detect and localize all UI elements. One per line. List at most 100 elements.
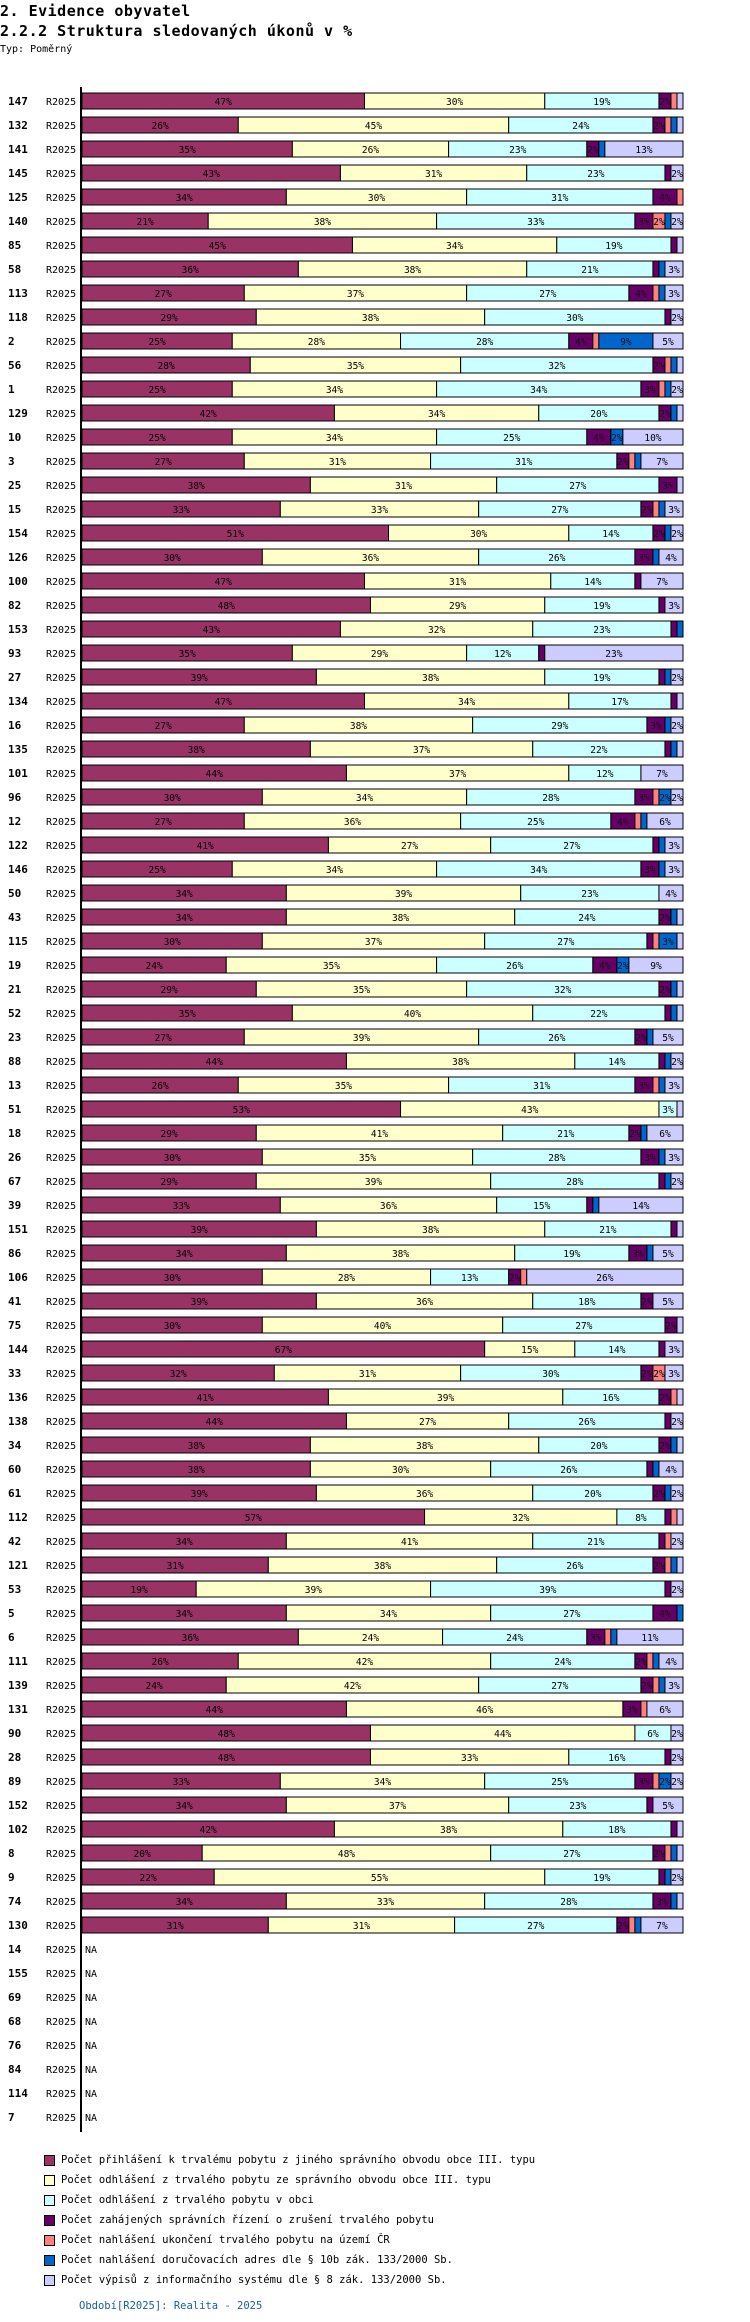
bar-data-label: 9% bbox=[650, 961, 662, 972]
bar-segment bbox=[664, 1052, 672, 1070]
bar-data-label: 6% bbox=[659, 817, 671, 828]
bar-segment bbox=[598, 1196, 684, 1214]
bar-segment bbox=[664, 1172, 672, 1190]
bar-data-label: 35% bbox=[353, 985, 370, 996]
bar-segment bbox=[670, 212, 684, 230]
bar-segment bbox=[664, 524, 672, 542]
bar-data-label: 34% bbox=[176, 1897, 193, 1908]
row-period-label: R2025 bbox=[46, 649, 76, 660]
row-period-label: R2025 bbox=[46, 889, 76, 900]
bar-data-label: 38% bbox=[188, 1465, 205, 1476]
bar-data-label: 23% bbox=[605, 649, 622, 660]
row-period-label: R2025 bbox=[46, 1105, 76, 1116]
bar-segment bbox=[664, 860, 684, 878]
bar-segment bbox=[664, 1748, 672, 1766]
row-id-label: 82 bbox=[8, 599, 21, 612]
row-period-label: R2025 bbox=[46, 1513, 76, 1524]
bar-data-label: 34% bbox=[326, 385, 343, 396]
bar-data-label: 31% bbox=[353, 1921, 370, 1932]
bar-data-label: 25% bbox=[149, 337, 166, 348]
bar-data-label: 29% bbox=[371, 649, 388, 660]
bar-data-label: 29% bbox=[161, 985, 178, 996]
bar-data-label: 28% bbox=[476, 337, 493, 348]
bar-data-label: 33% bbox=[173, 505, 190, 516]
bar-data-label: 34% bbox=[530, 385, 547, 396]
bar-data-label: 24% bbox=[506, 1633, 523, 1644]
bar-data-label: 27% bbox=[563, 841, 580, 852]
bar-data-label: 35% bbox=[179, 649, 196, 660]
bar-data-label: 26% bbox=[548, 553, 565, 564]
bar-data-label: 3% bbox=[668, 1369, 680, 1380]
chart-type-label: Typ: Poměrný bbox=[0, 44, 73, 55]
bar-data-label: 42% bbox=[200, 1825, 217, 1836]
bar-data-label: 47% bbox=[215, 697, 232, 708]
bar-segment bbox=[670, 164, 684, 182]
bar-data-label: 40% bbox=[374, 1321, 391, 1332]
bar-data-label: 38% bbox=[314, 217, 331, 228]
bar-segment bbox=[676, 1604, 684, 1622]
row-id-label: 129 bbox=[8, 407, 28, 420]
bar-data-label: 3% bbox=[644, 385, 656, 396]
bar-data-label: 27% bbox=[155, 1033, 172, 1044]
bar-data-label: 38% bbox=[188, 745, 205, 756]
row-period-label: R2025 bbox=[46, 265, 76, 276]
bar-data-label: 2% bbox=[641, 1369, 653, 1380]
bar-segment bbox=[646, 1460, 654, 1478]
row-id-label: 6 bbox=[8, 1631, 15, 1644]
bar-data-label: 22% bbox=[140, 1873, 157, 1884]
na-label: NA bbox=[85, 1993, 97, 2004]
bar-data-label: 2% bbox=[611, 433, 623, 444]
bar-segment bbox=[652, 836, 660, 854]
row-id-label: 42 bbox=[8, 1535, 21, 1548]
bar-data-label: 27% bbox=[563, 1609, 580, 1620]
bar-data-label: 2% bbox=[671, 169, 683, 180]
bar-data-label: 4% bbox=[593, 433, 605, 444]
bar-data-label: 4% bbox=[665, 1657, 677, 1668]
bar-data-label: 3% bbox=[662, 1105, 674, 1116]
row-period-label: R2025 bbox=[46, 457, 76, 468]
row-period-label: R2025 bbox=[46, 1993, 76, 2004]
bar-data-label: 3% bbox=[668, 841, 680, 852]
bar-data-label: 37% bbox=[347, 289, 364, 300]
row-id-label: 90 bbox=[8, 1727, 21, 1740]
bar-segment bbox=[676, 92, 684, 110]
bar-data-label: 2% bbox=[635, 1657, 647, 1668]
bar-data-label: 19% bbox=[563, 1249, 580, 1260]
bar-data-label: 34% bbox=[326, 433, 343, 444]
bar-data-label: 2% bbox=[671, 1417, 683, 1428]
bar-data-label: 53% bbox=[233, 1105, 250, 1116]
bar-segment bbox=[628, 1916, 636, 1934]
bar-data-label: 41% bbox=[401, 1537, 418, 1548]
bar-data-label: 26% bbox=[566, 1561, 583, 1572]
row-id-label: 154 bbox=[8, 527, 28, 540]
row-id-label: 28 bbox=[8, 1751, 21, 1764]
row-id-label: 23 bbox=[8, 1031, 21, 1044]
bar-data-label: 2% bbox=[653, 1849, 665, 1860]
bar-data-label: 48% bbox=[338, 1849, 355, 1860]
bar-data-label: 2% bbox=[659, 1393, 671, 1404]
row-id-label: 111 bbox=[8, 1655, 28, 1668]
row-id-label: 8 bbox=[8, 1847, 15, 1860]
bar-segment bbox=[670, 740, 678, 758]
bar-data-label: 32% bbox=[554, 985, 571, 996]
bar-data-label: 31% bbox=[359, 1369, 376, 1380]
bar-data-label: 3% bbox=[662, 937, 674, 948]
row-period-label: R2025 bbox=[46, 1681, 76, 1692]
legend-swatch bbox=[44, 2214, 55, 2226]
row-id-label: 93 bbox=[8, 647, 21, 660]
bar-data-label: 30% bbox=[164, 1153, 181, 1164]
row-id-label: 16 bbox=[8, 719, 22, 732]
bar-segment bbox=[676, 1220, 684, 1238]
bar-data-label: 16% bbox=[602, 1393, 619, 1404]
legend-item: Počet výpisů z informačního systému dle … bbox=[44, 2270, 535, 2290]
bar-data-label: 2% bbox=[617, 1921, 629, 1932]
row-id-label: 140 bbox=[8, 215, 28, 228]
row-period-label: R2025 bbox=[46, 625, 76, 636]
bar-data-label: 7% bbox=[656, 769, 668, 780]
bar-data-label: 2% bbox=[659, 1441, 671, 1452]
bar-data-label: 4% bbox=[659, 193, 671, 204]
bar-segment bbox=[664, 1844, 672, 1862]
bar-segment bbox=[640, 812, 648, 830]
row-period-label: R2025 bbox=[46, 1369, 76, 1380]
bar-data-label: 4% bbox=[635, 289, 647, 300]
